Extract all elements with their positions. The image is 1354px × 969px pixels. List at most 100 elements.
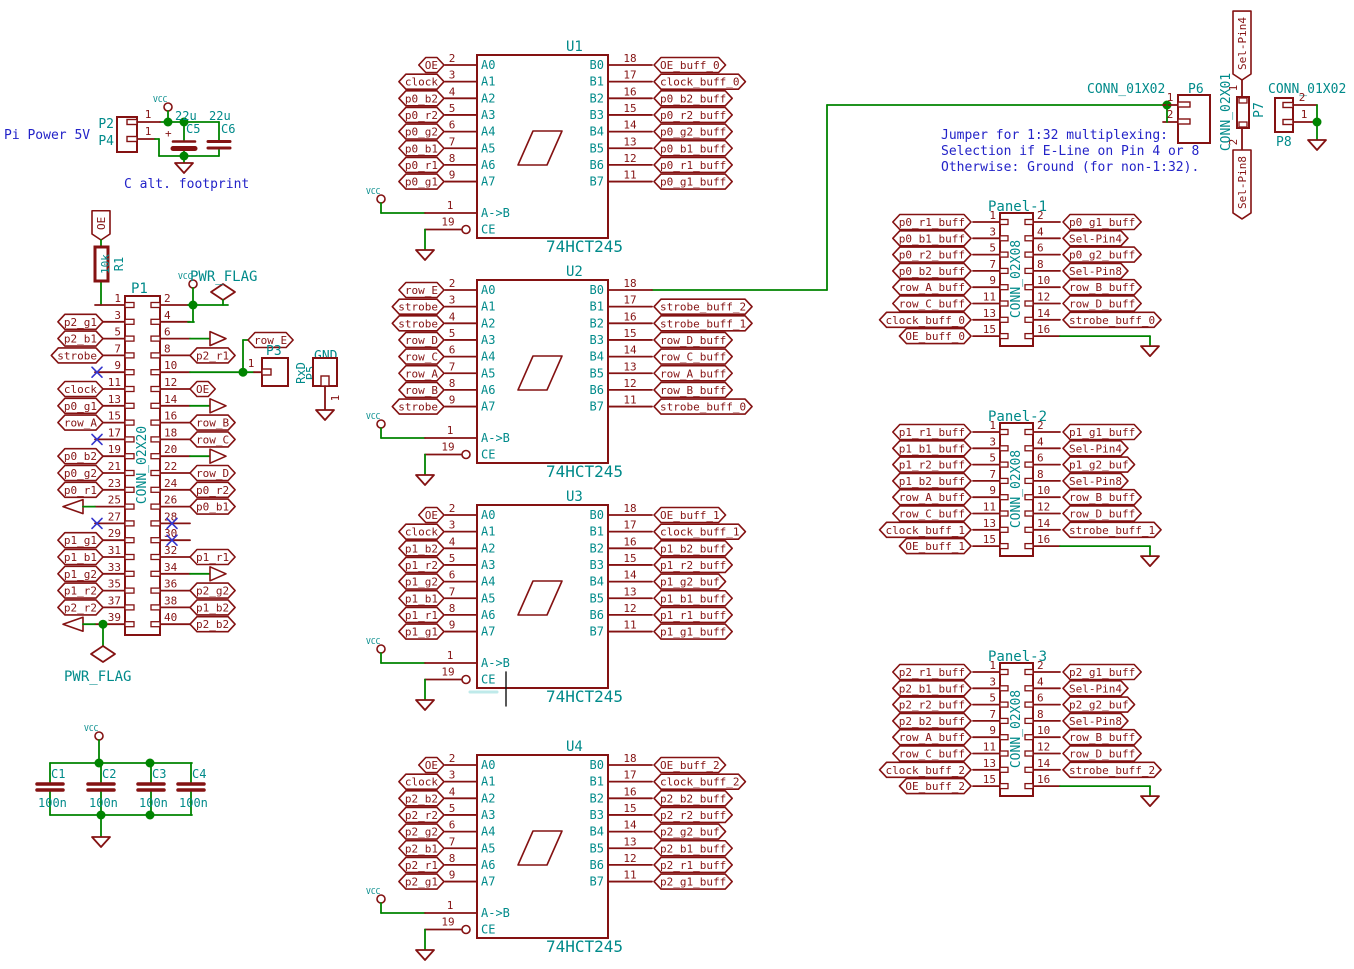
global-label-text[interactable]: p1_r1 <box>405 609 438 622</box>
global-label-text[interactable]: row_C_buff <box>899 748 965 761</box>
resistor-r1[interactable] <box>93 245 110 283</box>
global-label-text[interactable]: p1_b2_buff <box>899 475 965 488</box>
global-label[interactable] <box>1062 712 1129 730</box>
c6-value[interactable]: 22u <box>209 109 231 123</box>
p7-value[interactable]: CONN_02X01 <box>1219 73 1234 151</box>
p6-value[interactable]: CONN_01X02 <box>1087 82 1165 97</box>
global-label[interactable] <box>417 506 445 524</box>
global-label-text[interactable]: p2_g1_buff <box>1069 666 1135 679</box>
global-label[interactable] <box>891 262 972 280</box>
c6-ref[interactable]: C6 <box>221 122 235 136</box>
panel-value[interactable]: CONN_02X08 <box>1009 240 1024 318</box>
panel-ref[interactable]: Panel-1 <box>988 199 1047 215</box>
global-label[interactable] <box>653 789 734 807</box>
global-label-text[interactable]: row_A_buff <box>899 731 965 744</box>
pwr-flag-symbol[interactable] <box>210 283 236 301</box>
global-label-text[interactable]: clock_buff_0 <box>886 314 965 327</box>
global-label-text[interactable]: clock_buff_0 <box>660 76 739 89</box>
global-label-text[interactable]: p0_g1_buff <box>660 176 726 189</box>
global-label[interactable] <box>57 447 104 465</box>
global-label-text[interactable]: p2_g2_buf <box>660 826 720 839</box>
global-label[interactable] <box>91 209 111 241</box>
vcc-symbol[interactable] <box>376 194 386 204</box>
global-label-text[interactable]: Sel-Pin4 <box>1069 682 1122 695</box>
global-label-text[interactable]: Sel-Pin4 <box>1069 442 1122 455</box>
global-label-text[interactable]: p1_r1_buff <box>899 426 965 439</box>
vcc-symbol[interactable] <box>94 731 104 741</box>
note-jumper-line2[interactable]: Selection if E-Line on Pin 4 or 8 <box>941 144 1199 159</box>
global-label-text[interactable]: row_B_buff <box>1069 491 1135 504</box>
global-label-text[interactable]: row_A_buff <box>899 491 965 504</box>
global-label[interactable] <box>398 789 445 807</box>
global-label[interactable] <box>653 539 734 557</box>
global-label[interactable] <box>189 615 236 633</box>
global-label[interactable] <box>653 839 734 857</box>
global-label[interactable] <box>878 761 972 779</box>
global-label-text[interactable]: p0_b2_buff <box>899 265 965 278</box>
global-label-text[interactable]: row_A_buff <box>660 367 726 380</box>
global-label-text[interactable]: p1_g1_buff <box>1069 426 1135 439</box>
global-label-text[interactable]: p0_g2 <box>405 126 438 139</box>
global-label-text[interactable]: p0_r2 <box>405 109 438 122</box>
global-label-text[interactable]: row_D_buff <box>1069 748 1135 761</box>
global-label-text[interactable]: p1_b1_buff <box>899 442 965 455</box>
global-label-text[interactable]: Sel-Pin8 <box>1069 715 1122 728</box>
global-label-text[interactable]: clock_buff_2 <box>886 764 965 777</box>
global-label-text[interactable]: row_D_buff <box>660 334 726 347</box>
pwr-flag-label[interactable]: PWR_FLAG <box>190 269 257 285</box>
global-label-text[interactable]: p1_b2 <box>196 601 229 614</box>
global-label-text[interactable]: strobe <box>398 317 438 330</box>
p5-value[interactable]: RxD <box>294 362 308 384</box>
arrow-symbol[interactable] <box>62 498 84 515</box>
vcc-symbol[interactable] <box>163 102 173 112</box>
global-label-text[interactable]: p0_r2_buff <box>660 109 726 122</box>
global-label-text[interactable]: p0_b1 <box>405 142 438 155</box>
global-label-text[interactable]: row_D_buff <box>1069 298 1135 311</box>
ic-value[interactable]: 74HCT245 <box>546 462 623 481</box>
global-label[interactable] <box>891 663 972 681</box>
global-label-text[interactable]: p0_r1_buff <box>899 216 965 229</box>
global-label[interactable] <box>891 230 972 247</box>
global-label-text[interactable]: p2_b1 <box>405 842 438 855</box>
global-label[interactable] <box>1062 213 1142 231</box>
global-label-text[interactable]: strobe <box>57 349 97 362</box>
global-label[interactable] <box>653 606 734 624</box>
global-label[interactable] <box>891 439 972 457</box>
global-label[interactable] <box>1062 439 1129 457</box>
global-label-text[interactable]: row_D <box>196 467 229 480</box>
global-label[interactable] <box>398 106 445 124</box>
global-label[interactable] <box>189 380 217 398</box>
global-label[interactable] <box>653 589 734 607</box>
ic-ref[interactable]: U1 <box>566 39 583 55</box>
vcc-symbol[interactable] <box>376 894 386 904</box>
panel-ref[interactable]: Panel-3 <box>988 649 1047 665</box>
global-label-text[interactable]: p2_g2 <box>196 585 229 598</box>
global-label-text[interactable]: p2_r1_buff <box>899 666 965 679</box>
global-label-text[interactable]: strobe_buff_2 <box>1069 764 1155 777</box>
ic-body-u3[interactable] <box>476 504 609 689</box>
global-label-text[interactable]: p1_r2_buff <box>899 459 965 472</box>
global-label-text[interactable]: p0_g2_buff <box>660 126 726 139</box>
global-label-text[interactable]: p0_r1 <box>405 159 438 172</box>
global-label[interactable] <box>653 756 727 774</box>
global-label-text[interactable]: p2_g1_buff <box>660 876 726 889</box>
global-label[interactable] <box>398 839 445 857</box>
global-label[interactable] <box>1062 505 1142 522</box>
ic-ref[interactable]: U3 <box>566 489 583 505</box>
global-label[interactable] <box>653 348 734 365</box>
global-label-text[interactable]: p2_r1 <box>196 349 229 362</box>
global-label-text[interactable]: row_C_buff <box>899 508 965 521</box>
global-label-text[interactable]: row_B_buff <box>1069 281 1135 294</box>
global-label[interactable] <box>57 414 104 431</box>
global-label-text[interactable]: p1_g2_buf <box>1069 459 1129 472</box>
global-label-text[interactable]: p2_r1 <box>405 859 438 872</box>
global-label[interactable] <box>398 281 445 299</box>
gnd-symbol[interactable] <box>415 474 435 486</box>
global-label-text[interactable]: strobe_buff_0 <box>660 401 746 414</box>
cap-ref[interactable]: C3 <box>152 767 166 781</box>
global-label[interactable] <box>398 156 445 174</box>
global-label-text[interactable]: p2_b1 <box>64 333 97 346</box>
global-label[interactable] <box>398 556 445 574</box>
arrow-symbol[interactable] <box>209 448 227 465</box>
global-label-text[interactable]: clock_buff_2 <box>660 776 739 789</box>
